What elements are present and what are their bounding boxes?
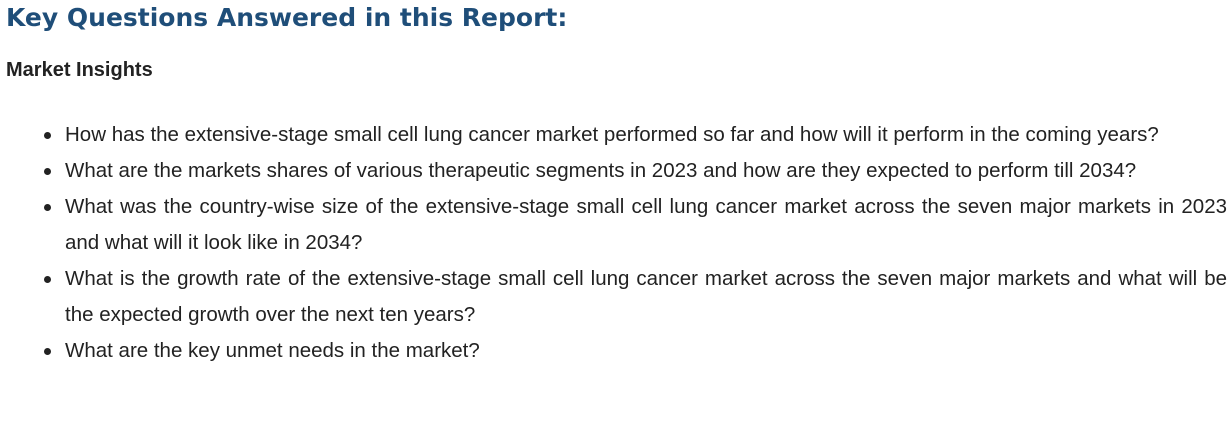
questions-list: How has the extensive-stage small cell l… [0,117,1227,369]
list-item: What are the markets shares of various t… [44,153,1227,189]
bullet-icon [44,132,51,139]
question-text: What are the markets shares of various t… [65,159,1137,182]
question-text: What was the country-wise size of the ex… [65,195,1227,254]
list-item: How has the extensive-stage small cell l… [44,117,1227,153]
bullet-icon [44,168,51,175]
section-heading-market-insights: Market Insights [6,59,153,81]
page-title: Key Questions Answered in this Report: [6,3,568,32]
bullet-icon [44,204,51,211]
question-text: What are the key unmet needs in the mark… [65,339,480,362]
list-item: What is the growth rate of the extensive… [44,261,1227,333]
list-item: What are the key unmet needs in the mark… [44,333,1227,369]
list-item: What was the country-wise size of the ex… [44,189,1227,261]
bullet-icon [44,348,51,355]
bullet-icon [44,276,51,283]
question-text: How has the extensive-stage small cell l… [65,123,1159,146]
question-text: What is the growth rate of the extensive… [65,267,1227,326]
